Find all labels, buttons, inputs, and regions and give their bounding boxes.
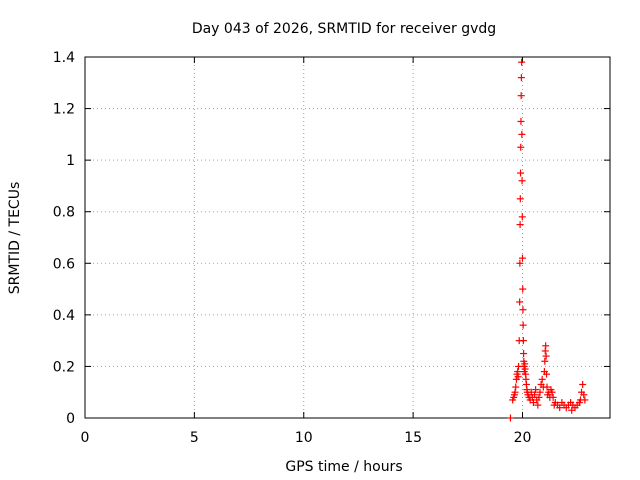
data-point — [534, 401, 542, 409]
data-point — [518, 177, 526, 185]
x-tick-label: 10 — [295, 430, 313, 446]
data-point — [519, 285, 527, 293]
x-tick-label: 15 — [404, 430, 422, 446]
data-points — [506, 58, 589, 422]
y-tick-label: 0.8 — [53, 205, 75, 221]
data-point — [531, 391, 539, 399]
data-point — [542, 352, 550, 360]
data-point — [514, 373, 522, 381]
y-tick-label: 1.2 — [53, 102, 75, 118]
data-point — [556, 404, 564, 412]
data-point — [517, 169, 525, 177]
data-point — [516, 298, 524, 306]
data-point — [519, 337, 527, 345]
data-point — [536, 388, 544, 396]
data-point — [580, 391, 588, 399]
data-point — [542, 342, 550, 350]
data-point — [543, 370, 551, 378]
chart-title: Day 043 of 2026, SRMTID for receiver gvd… — [192, 21, 496, 37]
data-point — [511, 388, 519, 396]
data-point — [506, 414, 514, 422]
data-point — [581, 396, 589, 404]
data-point — [517, 117, 525, 125]
data-point — [520, 350, 528, 358]
grid — [85, 57, 610, 418]
data-point — [532, 386, 540, 394]
y-tick-label: 0.2 — [53, 359, 75, 375]
data-point — [519, 254, 526, 262]
data-point — [516, 259, 524, 267]
x-axis: 0 5 10 15 20 — [81, 57, 532, 446]
x-tick-label: 20 — [514, 430, 532, 446]
data-point — [518, 130, 526, 138]
data-point — [548, 388, 556, 396]
y-tick-label: 0.4 — [53, 308, 75, 324]
y-tick-label: 0.6 — [53, 256, 75, 272]
y-tick-label: 1 — [66, 153, 75, 169]
y-axis: 0 0.2 0.4 0.6 0.8 1 1.2 1.4 — [53, 50, 610, 427]
data-point — [517, 143, 525, 151]
data-point — [516, 195, 524, 203]
data-point — [517, 74, 525, 82]
x-tick-label: 5 — [190, 430, 199, 446]
data-point — [518, 213, 526, 221]
y-axis-label: SRMTID / TECUs — [7, 182, 23, 295]
data-point — [519, 321, 527, 329]
data-point — [512, 383, 520, 391]
x-axis-label: GPS time / hours — [285, 459, 402, 475]
data-point — [535, 393, 543, 401]
data-point — [516, 221, 524, 229]
data-point — [579, 380, 587, 388]
data-point — [543, 383, 551, 391]
data-point — [518, 58, 526, 66]
data-point — [549, 393, 557, 401]
y-tick-label: 1.4 — [53, 50, 75, 66]
data-point — [517, 92, 525, 100]
data-point — [538, 375, 546, 383]
data-point — [519, 306, 527, 314]
y-tick-label: 0 — [66, 411, 75, 427]
x-tick-label: 0 — [81, 430, 90, 446]
plot-frame — [84, 56, 611, 419]
data-point — [541, 357, 549, 365]
